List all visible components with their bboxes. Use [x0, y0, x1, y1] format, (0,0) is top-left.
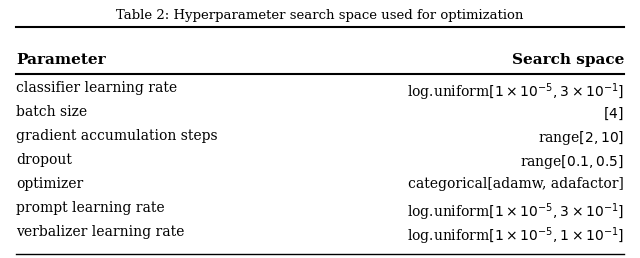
- Text: Parameter: Parameter: [16, 53, 106, 67]
- Text: dropout: dropout: [16, 153, 72, 167]
- Text: optimizer: optimizer: [16, 177, 83, 191]
- Text: verbalizer learning rate: verbalizer learning rate: [16, 225, 184, 239]
- Text: range$[0.1, 0.5]$: range$[0.1, 0.5]$: [520, 153, 624, 171]
- Text: Table 2: Hyperparameter search space used for optimization: Table 2: Hyperparameter search space use…: [116, 9, 524, 22]
- Text: log.uniform$[1 \times 10^{-5}, 3 \times 10^{-1}]$: log.uniform$[1 \times 10^{-5}, 3 \times …: [407, 201, 624, 223]
- Text: log.uniform$[1 \times 10^{-5}, 3 \times 10^{-1}]$: log.uniform$[1 \times 10^{-5}, 3 \times …: [407, 81, 624, 103]
- Text: Search space: Search space: [511, 53, 624, 67]
- Text: range$[2, 10]$: range$[2, 10]$: [538, 129, 624, 147]
- Text: classifier learning rate: classifier learning rate: [16, 81, 177, 95]
- Text: $[4]$: $[4]$: [604, 105, 624, 122]
- Text: prompt learning rate: prompt learning rate: [16, 201, 164, 215]
- Text: gradient accumulation steps: gradient accumulation steps: [16, 129, 218, 143]
- Text: categorical[adamw, adafactor]: categorical[adamw, adafactor]: [408, 177, 624, 191]
- Text: log.uniform$[1 \times 10^{-5}, 1 \times 10^{-1}]$: log.uniform$[1 \times 10^{-5}, 1 \times …: [407, 225, 624, 247]
- Text: batch size: batch size: [16, 105, 87, 119]
